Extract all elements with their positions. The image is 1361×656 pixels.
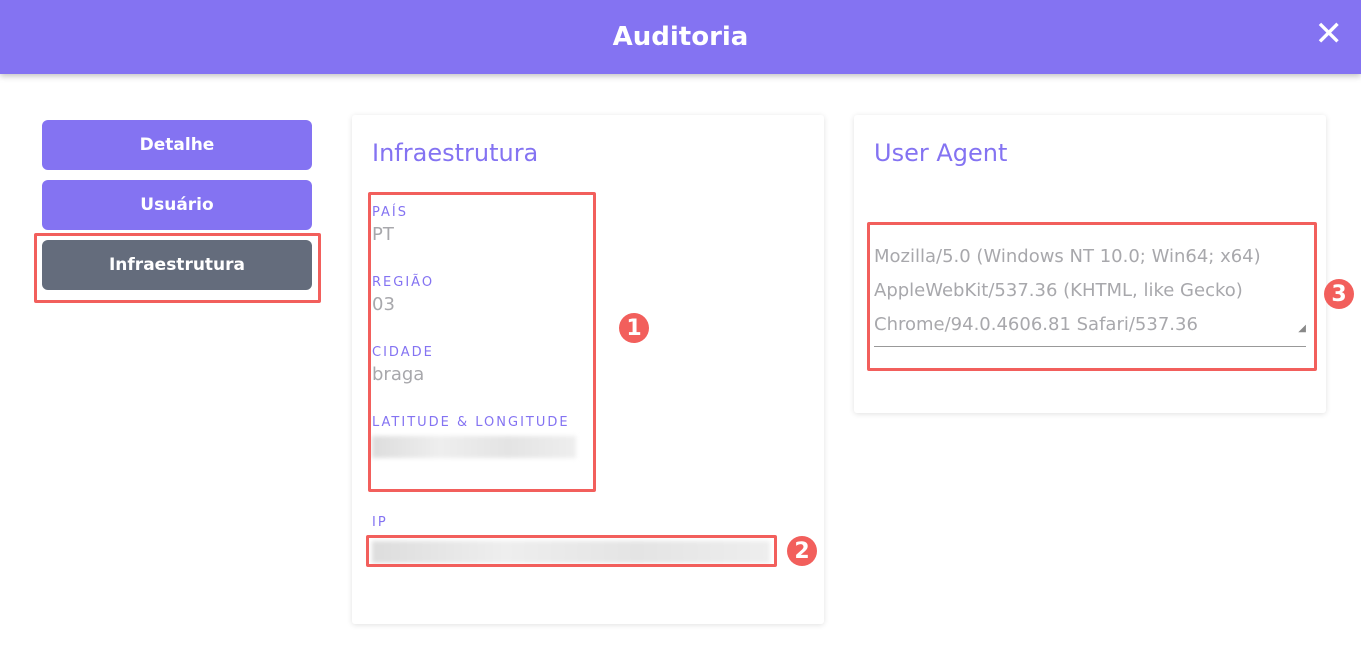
ua-line: AppleWebKit/537.36 (KHTML, like Gecko): [874, 280, 1243, 301]
infra-card: Infraestrutura PAÍS PT REGIÃO 03 CIDADE …: [352, 115, 824, 624]
sidebar: Detalhe Usuário Infraestrutura: [42, 120, 312, 300]
field-value: 03: [372, 294, 395, 315]
ua-line: Mozilla/5.0 (Windows NT 10.0; Win64; x64…: [874, 246, 1261, 267]
modal-title: Auditoria: [612, 22, 749, 52]
modal-header: Auditoria ✕: [0, 0, 1361, 74]
annotation-badge: 3: [1324, 279, 1354, 309]
highlight-box: [366, 535, 777, 567]
ua-line: Chrome/94.0.4606.81 Safari/537.36: [874, 314, 1198, 335]
field-label: PAÍS: [372, 205, 408, 220]
tab-infraestrutura[interactable]: Infraestrutura: [42, 240, 312, 290]
tab-detalhe[interactable]: Detalhe: [42, 120, 312, 170]
resize-handle-icon[interactable]: ◢: [1298, 323, 1306, 334]
highlight-box: [867, 222, 1317, 371]
tab-usuario[interactable]: Usuário: [42, 180, 312, 230]
field-value: PT: [372, 224, 394, 245]
annotation-badge: 1: [619, 313, 649, 343]
field-label: LATITUDE & LONGITUDE: [372, 415, 570, 430]
ip-blurred-value: [372, 541, 770, 563]
annotation-badge: 2: [787, 536, 817, 566]
close-icon[interactable]: ✕: [1314, 14, 1344, 54]
latlng-blurred-value: [372, 436, 576, 458]
field-label: CIDADE: [372, 345, 434, 360]
ip-label: IP: [372, 515, 388, 530]
field-label: REGIÃO: [372, 275, 435, 290]
field-value: braga: [372, 364, 425, 385]
highlight-box: [368, 192, 596, 492]
user-agent-textarea[interactable]: Mozilla/5.0 (Windows NT 10.0; Win64; x64…: [874, 240, 1306, 347]
highlight-box: [34, 233, 321, 303]
user-agent-card: User Agent: [854, 115, 1326, 413]
user-agent-title: User Agent: [874, 139, 1008, 167]
infra-title: Infraestrutura: [372, 139, 539, 167]
